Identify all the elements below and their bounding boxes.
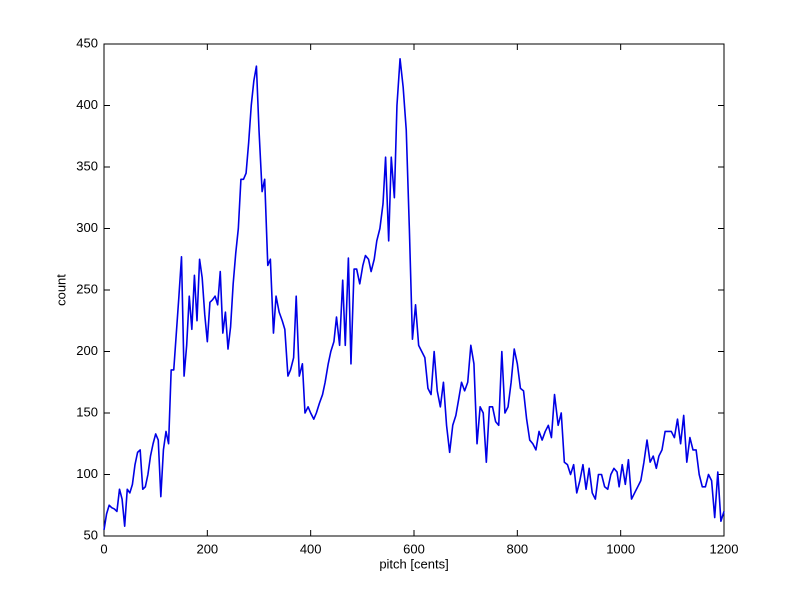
- x-tick-label: 400: [300, 541, 322, 556]
- x-tick-label: 1200: [710, 541, 739, 556]
- x-tick-label: 600: [403, 541, 425, 556]
- y-tick-label: 200: [76, 343, 98, 358]
- y-tick-label: 400: [76, 97, 98, 112]
- y-tick-label: 450: [76, 35, 98, 50]
- y-tick-label: 50: [84, 527, 98, 542]
- x-tick-label: 0: [100, 541, 107, 556]
- x-tick-label: 800: [506, 541, 528, 556]
- y-tick-label: 100: [76, 466, 98, 481]
- x-tick-label: 1000: [606, 541, 635, 556]
- y-axis-label: count: [53, 274, 68, 306]
- y-tick-label: 250: [76, 281, 98, 296]
- y-tick-label: 350: [76, 158, 98, 173]
- y-tick-label: 150: [76, 404, 98, 419]
- y-tick-label: 300: [76, 220, 98, 235]
- axes-box: [103, 43, 725, 537]
- data-line: [103, 57, 725, 530]
- x-axis-label: pitch [cents]: [379, 556, 448, 571]
- x-tick-label: 200: [196, 541, 218, 556]
